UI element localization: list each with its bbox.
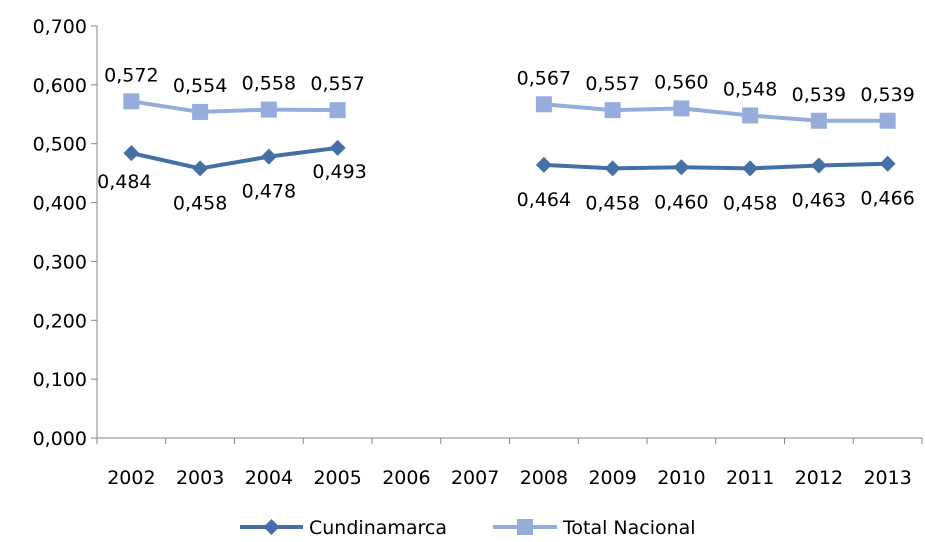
- data-label: 0,567: [517, 67, 571, 89]
- data-label: 0,557: [310, 73, 364, 95]
- data-point: [123, 93, 140, 110]
- y-tick-label: 0,300: [33, 251, 87, 273]
- y-tick-label: 0,700: [33, 16, 87, 38]
- data-point: [604, 102, 621, 119]
- legend-marker: [517, 519, 533, 535]
- series-total-nacional: 0,572 0,554 0,558 0,557 0,567 0,557 0,560 0,548…: [104, 64, 915, 129]
- data-point: [123, 145, 140, 162]
- x-tick-label: 2007: [451, 467, 499, 489]
- x-tick-label: 2004: [245, 467, 293, 489]
- data-label: 0,478: [242, 181, 296, 203]
- data-label: 0,484: [97, 171, 151, 193]
- data-label: 0,539: [860, 84, 914, 106]
- data-point: [879, 112, 896, 129]
- chart-legend: Cundinamarca Total Nacional: [240, 517, 696, 539]
- data-point: [604, 160, 621, 177]
- x-axis-ticks: 2002 2003 2004 2005 2006 2007 2008 2009 2010 2011…: [96, 438, 923, 489]
- data-point: [260, 101, 277, 118]
- data-label: 0,560: [654, 71, 708, 93]
- data-point: [535, 156, 552, 173]
- series-cundinamarca: 0,484 0,458 0,478 0,493 0,464 0,458 0,460 0,458…: [97, 139, 915, 214]
- data-label: 0,554: [173, 75, 227, 97]
- data-point: [673, 159, 690, 176]
- data-point: [673, 100, 690, 117]
- legend-marker: [263, 519, 280, 535]
- y-tick-label: 0,600: [33, 75, 87, 97]
- x-tick-label: 2002: [107, 467, 155, 489]
- data-point: [192, 103, 209, 120]
- data-point: [329, 139, 346, 156]
- series-line: [130, 145, 338, 171]
- y-tick-label: 0,000: [33, 428, 87, 450]
- data-label: 0,463: [792, 189, 846, 211]
- x-tick-label: 2009: [588, 467, 636, 489]
- x-tick-label: 2011: [726, 467, 774, 489]
- chart-series: 0,484 0,458 0,478 0,493 0,464 0,458 0,460 0,458…: [97, 64, 915, 214]
- data-label: 0,572: [104, 64, 158, 86]
- x-tick-label: 2013: [863, 467, 911, 489]
- legend-item-cundinamarca: Cundinamarca: [240, 517, 447, 539]
- y-tick-label: 0,400: [33, 193, 87, 215]
- series-line: [543, 161, 888, 171]
- data-label: 0,466: [860, 188, 914, 210]
- data-point: [810, 112, 827, 129]
- data-label: 0,464: [517, 189, 571, 211]
- data-point: [192, 160, 209, 177]
- y-tick-label: 0,500: [33, 134, 87, 156]
- legend-label: Cundinamarca: [309, 517, 447, 539]
- data-label: 0,558: [242, 73, 296, 95]
- data-label: 0,557: [585, 73, 639, 95]
- y-tick-label: 0,200: [33, 310, 87, 332]
- legend-label: Total Nacional: [562, 517, 696, 539]
- data-point: [260, 148, 277, 165]
- legend-item-total-nacional: Total Nacional: [493, 517, 696, 539]
- series-line: [131, 99, 338, 114]
- y-tick-label: 0,100: [33, 369, 87, 391]
- data-point: [535, 96, 552, 113]
- data-label: 0,493: [312, 161, 366, 183]
- y-axis-ticks: 0,000 0,100 0,200 0,300 0,400 0,500 0,600 0,700: [33, 16, 97, 450]
- x-tick-label: 2008: [520, 467, 568, 489]
- series-line: [543, 102, 888, 123]
- data-point: [742, 107, 759, 124]
- x-tick-label: 2003: [176, 467, 224, 489]
- data-label: 0,539: [792, 84, 846, 106]
- data-point: [879, 155, 896, 172]
- data-point: [329, 102, 346, 119]
- data-point: [810, 157, 827, 174]
- data-label: 0,548: [723, 78, 777, 100]
- data-label: 0,458: [585, 192, 639, 214]
- data-label: 0,458: [173, 192, 227, 214]
- x-tick-label: 2012: [795, 467, 843, 489]
- data-label: 0,458: [723, 192, 777, 214]
- data-point: [742, 160, 759, 177]
- data-label: 0,460: [654, 191, 708, 213]
- x-tick-label: 2005: [313, 467, 361, 489]
- x-tick-label: 2010: [657, 467, 705, 489]
- x-tick-label: 2006: [382, 467, 430, 489]
